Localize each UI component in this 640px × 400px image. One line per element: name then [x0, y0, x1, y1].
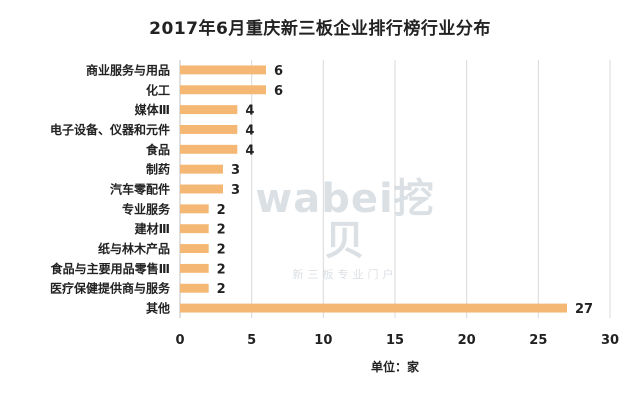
- data-label: 27: [575, 302, 593, 317]
- data-label: 3: [231, 163, 240, 178]
- data-label: 2: [217, 203, 226, 218]
- category-label: 化工: [146, 82, 170, 97]
- category-label: 制药: [146, 162, 170, 177]
- data-label: 6: [274, 84, 283, 99]
- category-label: 建材Ⅲ: [134, 221, 170, 236]
- bar-12: [180, 283, 209, 293]
- x-tick-label: 30: [601, 333, 619, 348]
- x-tick-label: 5: [247, 333, 256, 348]
- bar-4: [180, 124, 238, 134]
- data-label: 3: [231, 183, 240, 198]
- data-label: 6: [274, 64, 283, 79]
- category-label: 汽车零配件: [110, 182, 170, 197]
- category-label: 商业服务与用品: [86, 62, 170, 77]
- category-label: 媒体Ⅲ: [135, 102, 170, 117]
- bar-6: [180, 164, 223, 174]
- data-label: 2: [217, 223, 226, 238]
- bar-5: [180, 144, 238, 154]
- data-label: 2: [217, 262, 226, 277]
- bar-2: [180, 85, 266, 95]
- category-label: 医疗保健提供商与服务: [50, 281, 171, 296]
- bar-13: [180, 303, 567, 313]
- x-tick-label: 25: [529, 333, 547, 348]
- x-axis-label: 单位：家: [370, 360, 419, 374]
- x-tick-label: 20: [458, 333, 476, 348]
- x-tick-label: 10: [314, 333, 332, 348]
- bar-7: [180, 184, 223, 194]
- category-label: 其他: [146, 301, 170, 316]
- data-label: 4: [245, 104, 254, 119]
- data-label: 4: [245, 123, 254, 138]
- data-label: 4: [245, 143, 254, 158]
- bar-3: [180, 105, 238, 115]
- data-label: 2: [217, 282, 226, 297]
- bar-8: [180, 204, 209, 214]
- data-label: 2: [217, 243, 226, 258]
- x-tick-label: 0: [175, 333, 184, 348]
- bar-11: [180, 263, 209, 273]
- category-label: 专业服务: [122, 201, 171, 216]
- bar-1: [180, 65, 266, 75]
- bar-10: [180, 244, 209, 254]
- category-label: 食品: [145, 142, 170, 157]
- chart-title: 2017年6月重庆新三板企业排行榜行业分布: [149, 19, 491, 39]
- category-label: 食品与主要用品零售Ⅲ: [50, 261, 170, 276]
- category-label: 电子设备、仪器和元件: [50, 122, 170, 137]
- bar-9: [180, 224, 209, 234]
- category-label: 纸与林木产品: [98, 241, 170, 256]
- x-tick-label: 15: [386, 333, 404, 348]
